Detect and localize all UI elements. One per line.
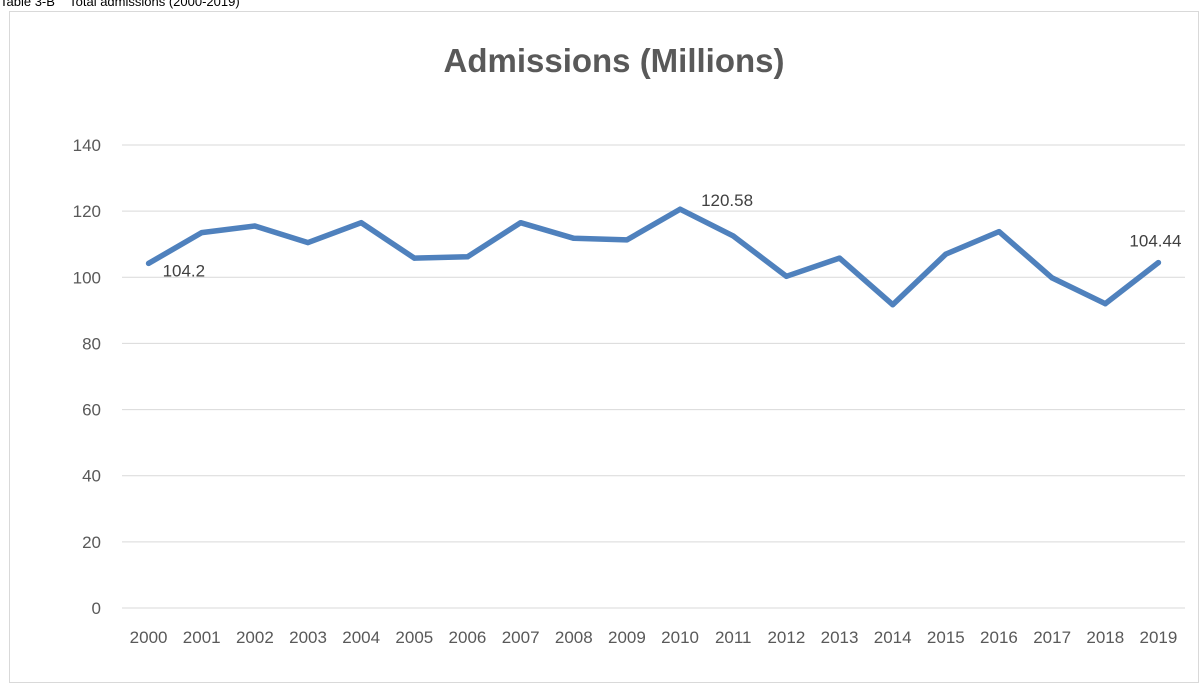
data-point [145, 260, 152, 266]
x-tick-label: 2006 [449, 628, 487, 647]
y-tick-label: 20 [82, 533, 101, 552]
data-point [890, 302, 896, 308]
x-tick-label: 2007 [502, 628, 540, 647]
data-point [252, 223, 258, 229]
x-tick-label: 2001 [183, 628, 221, 647]
x-tick-label: 2005 [395, 628, 433, 647]
table-caption: Table 3-B Total admissions (2000-2019) [0, 0, 240, 9]
x-tick-label: 2008 [555, 628, 593, 647]
data-point [943, 251, 949, 257]
x-tick-label: 2004 [342, 628, 380, 647]
data-point [996, 229, 1002, 235]
data-point [1102, 301, 1108, 307]
data-point [1155, 260, 1162, 266]
x-tick-label: 2018 [1086, 628, 1124, 647]
data-point [1049, 275, 1055, 281]
y-tick-label: 60 [82, 401, 101, 420]
y-tick-label: 0 [92, 599, 101, 618]
data-point [358, 220, 364, 226]
data-labels: 104.2 120.58 104.44 [163, 191, 1182, 280]
x-tick-label: 2012 [767, 628, 805, 647]
data-point [305, 239, 311, 246]
x-tick-label: 2003 [289, 628, 327, 647]
data-point [730, 233, 736, 239]
data-label: 104.44 [1129, 232, 1181, 251]
gridlines [122, 144, 1185, 609]
x-tick-label: 2017 [1033, 628, 1071, 647]
data-point [518, 220, 524, 226]
series-group [145, 206, 1162, 308]
y-tick-label: 80 [82, 334, 101, 353]
x-tick-label: 2013 [821, 628, 859, 647]
data-label: 104.2 [163, 261, 206, 280]
series-line-0 [145, 206, 1162, 308]
x-tick-label: 2011 [715, 628, 752, 647]
data-point [624, 237, 630, 243]
data-point [411, 255, 417, 261]
y-tick-label: 120 [73, 202, 101, 221]
y-tick-label: 140 [73, 136, 101, 155]
data-point [571, 235, 577, 241]
x-tick-label: 2015 [927, 628, 965, 647]
x-tick-label: 2016 [980, 628, 1018, 647]
y-tick-label: 40 [82, 467, 101, 486]
x-tick-label: 2019 [1140, 628, 1178, 647]
chart-title: Admissions (Millions) [443, 42, 784, 79]
y-axis-ticks: 0 20 40 60 80 100 120 140 [73, 136, 101, 618]
data-point [783, 273, 789, 279]
x-tick-label: 2009 [608, 628, 646, 647]
x-tick-label: 2014 [874, 628, 912, 647]
data-point [464, 254, 471, 260]
x-tick-label: 2002 [236, 628, 274, 647]
data-label: 120.58 [701, 191, 753, 210]
data-point [836, 255, 843, 261]
y-tick-label: 100 [73, 268, 101, 287]
data-point [199, 230, 205, 236]
chart-frame [9, 11, 1199, 683]
x-tick-label: 2010 [661, 628, 699, 647]
data-point [677, 206, 683, 212]
x-axis-ticks: 2000 2001 2002 2003 2004 2005 2006 2007 2008 2009… [130, 628, 1178, 647]
x-tick-label: 2000 [130, 628, 168, 647]
